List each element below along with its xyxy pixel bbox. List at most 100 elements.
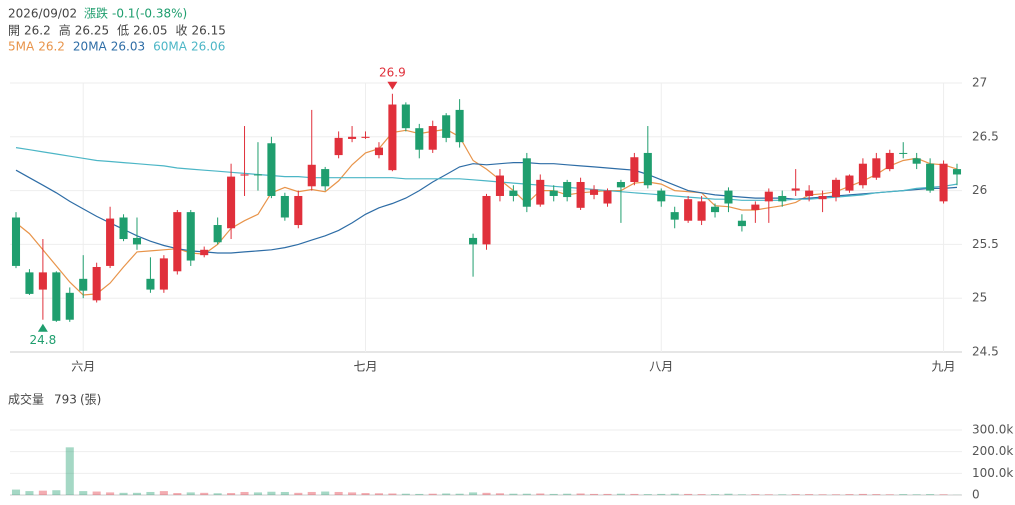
legend-name: 20MA [73, 40, 108, 54]
quote-value: 26.25 [75, 24, 109, 38]
volume-bar [186, 492, 195, 495]
volume-bar [92, 491, 101, 495]
candle-body [926, 163, 935, 191]
volume-bar [939, 494, 948, 495]
volume-bar [818, 494, 827, 495]
candle-body [778, 195, 787, 202]
candle-body [92, 266, 101, 301]
candle-body [845, 175, 854, 191]
candle-body [65, 292, 74, 320]
volume-bar [858, 493, 867, 495]
quote-value: 26.05 [133, 24, 167, 38]
candle-body [670, 212, 679, 220]
volume-bar [200, 492, 209, 495]
volume-bar [549, 493, 558, 495]
volume-bar [159, 491, 168, 495]
candle-body [590, 189, 599, 195]
candle-body [791, 188, 800, 191]
volume-bar [11, 489, 21, 495]
y-tick-label: 24.5 [972, 345, 999, 359]
candle-body [912, 158, 921, 164]
candle-body [831, 179, 841, 198]
volume-bar [267, 491, 276, 495]
candle-body [899, 152, 908, 154]
volume-title: 成交量 [8, 392, 44, 407]
quote-label: 收 [175, 24, 187, 38]
volume-bar [213, 493, 222, 495]
candle-body [885, 152, 894, 170]
volume-bar [522, 493, 531, 495]
volume-tick-label: 200.0k [972, 444, 1013, 458]
volume-bar [643, 494, 652, 495]
candle-body [186, 212, 195, 261]
y-tick-label: 25 [972, 291, 987, 305]
volume-bar [280, 491, 289, 495]
candle-body [25, 272, 34, 294]
volume-tick-label: 300.0k [972, 423, 1013, 437]
volume-bar [778, 494, 787, 495]
candle-body [939, 163, 948, 202]
volume-bar [791, 494, 800, 495]
volume-bar [455, 493, 464, 495]
volume-bar [845, 494, 854, 495]
low-marker [37, 323, 48, 332]
candle-body [616, 181, 625, 188]
volume-bar [482, 492, 491, 495]
candle-body [697, 201, 706, 221]
candle-body [684, 199, 693, 221]
candle-body [146, 278, 155, 290]
candle-body [428, 126, 437, 150]
candle-body [321, 169, 330, 187]
volume-bar [79, 491, 88, 495]
volume-bar [442, 493, 451, 495]
legend-value: 26.06 [191, 40, 225, 54]
candle-body [536, 179, 545, 205]
volume-bar [563, 493, 572, 495]
candle-body [509, 190, 518, 196]
candle-body [415, 128, 424, 150]
volume-last: 793 [54, 393, 77, 407]
legend-value: 26.03 [111, 40, 145, 54]
volume-bar [348, 492, 357, 495]
candle-body [442, 115, 451, 138]
volume-bar [307, 491, 316, 495]
volume-bar [469, 492, 478, 495]
legend-name: 5MA [8, 40, 35, 54]
volume-bar [831, 494, 841, 495]
volume-bar [576, 493, 585, 495]
y-tick-label: 26 [972, 183, 987, 197]
quote-label: 高 [59, 23, 71, 38]
volume-bar [684, 493, 693, 495]
candle-body [872, 158, 881, 178]
volume-bar [710, 494, 720, 495]
quote-value: 26.2 [24, 24, 51, 38]
candle-body [267, 143, 276, 196]
volume-bar [294, 492, 303, 495]
volume-bar [428, 493, 437, 495]
y-tick-label: 26.5 [972, 129, 999, 143]
candle-body [132, 237, 142, 245]
x-tick-label: 六月 [71, 360, 95, 374]
candle-body [159, 258, 168, 290]
candle-body [200, 249, 209, 256]
volume-bar [495, 493, 504, 495]
candle-body [657, 190, 666, 202]
volume-bar [697, 494, 706, 495]
volume-bar [926, 494, 935, 495]
volume-bar [899, 494, 908, 495]
volume-bar [253, 492, 263, 495]
volume-bar [509, 493, 518, 495]
candle-body [764, 191, 773, 202]
candle-body [818, 195, 827, 200]
volume-bar [764, 494, 773, 495]
y-tick-label: 27 [972, 76, 987, 90]
candle-body [334, 137, 343, 156]
quote-label: 開 [8, 24, 20, 38]
candle-body [549, 190, 558, 196]
candle-body [858, 163, 867, 186]
candle-body [52, 272, 61, 321]
candle-body [751, 204, 760, 210]
volume-bar [374, 493, 383, 495]
candle-body [737, 220, 746, 227]
candle-body [361, 136, 370, 138]
